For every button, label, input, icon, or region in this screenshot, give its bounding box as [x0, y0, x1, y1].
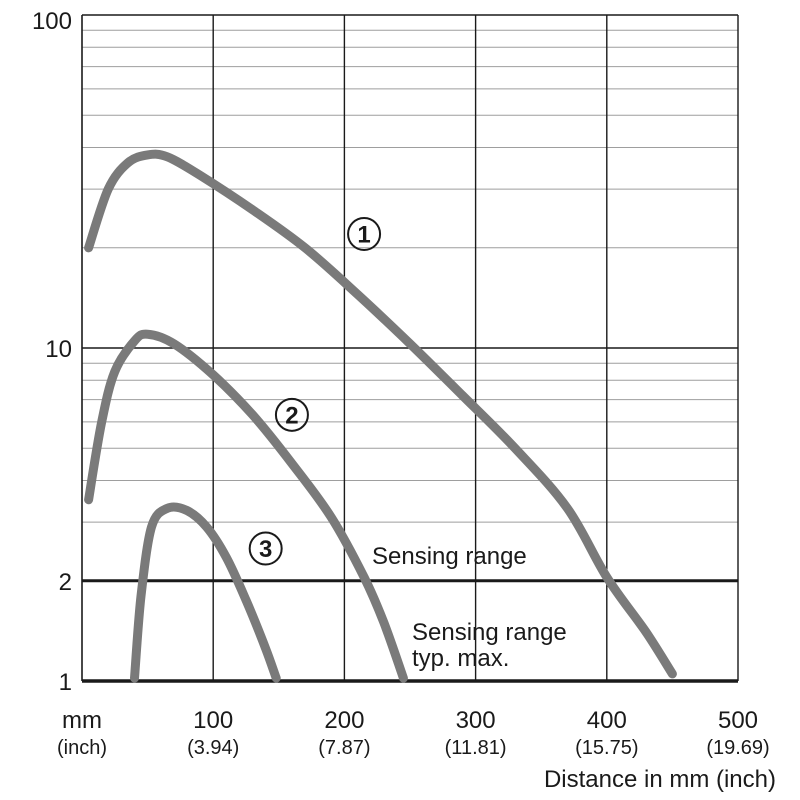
x-tick-200: 200 — [324, 707, 364, 734]
sensing-range-max-label-line1: Sensing range — [412, 619, 567, 646]
sensing-range-label: Sensing range — [372, 543, 527, 570]
x-tick-sub-200: (7.87) — [318, 737, 370, 759]
curves — [84, 149, 677, 683]
curve-2 — [84, 329, 408, 683]
x-tick-sub-300: (11.81) — [445, 737, 507, 759]
x-tick-sub-100: (3.94) — [187, 737, 239, 759]
y-tick-1: 1 — [59, 669, 72, 696]
x-axis-title: Distance in mm (inch) — [544, 766, 776, 793]
x-unit-sub-label: (inch) — [57, 737, 107, 759]
marker-circle-2 — [274, 397, 309, 432]
x-tick-labels: mm (inch) 100 (3.94) 200 (7.87) 300 (11.81) 400 (… — [57, 707, 770, 759]
sensing-range-max-label-line2: typ. max. — [412, 645, 509, 672]
x-tick-300: 300 — [456, 707, 496, 734]
curve-markers: 1 2 3 — [248, 216, 382, 566]
curve-3 — [130, 502, 281, 683]
marker-label-1: 1 — [357, 221, 370, 248]
x-tick-sub-500: (19.69) — [706, 737, 769, 759]
x-unit-label: mm — [62, 707, 102, 734]
x-tick-500: 500 — [718, 707, 758, 734]
y-tick-10: 10 — [45, 336, 72, 363]
x-tick-sub-400: (15.75) — [575, 737, 638, 759]
x-tick-400: 400 — [587, 707, 627, 734]
y-tick-100: 100 — [32, 8, 72, 35]
minor-gridlines — [82, 29, 738, 523]
y-tick-labels: 1 2 10 100 — [32, 8, 72, 696]
marker-circle-1 — [347, 216, 382, 251]
y-tick-2: 2 — [59, 569, 72, 596]
marker-circle-3 — [248, 531, 283, 566]
marker-label-2: 2 — [285, 402, 298, 429]
x-tick-100: 100 — [193, 707, 233, 734]
plot-frame — [81, 14, 739, 683]
marker-label-3: 3 — [259, 536, 272, 563]
curve-1 — [84, 149, 677, 679]
